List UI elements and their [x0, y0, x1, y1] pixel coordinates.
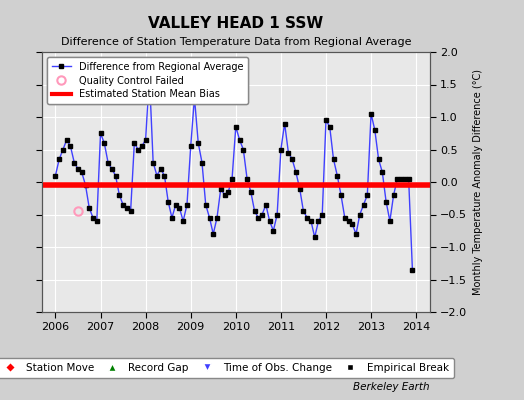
Legend: Station Move, Record Gap, Time of Obs. Change, Empirical Break: Station Move, Record Gap, Time of Obs. C… [0, 358, 454, 378]
Legend: Difference from Regional Average, Quality Control Failed, Estimated Station Mean: Difference from Regional Average, Qualit… [47, 57, 248, 104]
Y-axis label: Monthly Temperature Anomaly Difference (°C): Monthly Temperature Anomaly Difference (… [473, 69, 483, 295]
Text: Difference of Station Temperature Data from Regional Average: Difference of Station Temperature Data f… [61, 37, 411, 47]
Text: Berkeley Earth: Berkeley Earth [353, 382, 430, 392]
Text: VALLEY HEAD 1 SSW: VALLEY HEAD 1 SSW [148, 16, 323, 32]
